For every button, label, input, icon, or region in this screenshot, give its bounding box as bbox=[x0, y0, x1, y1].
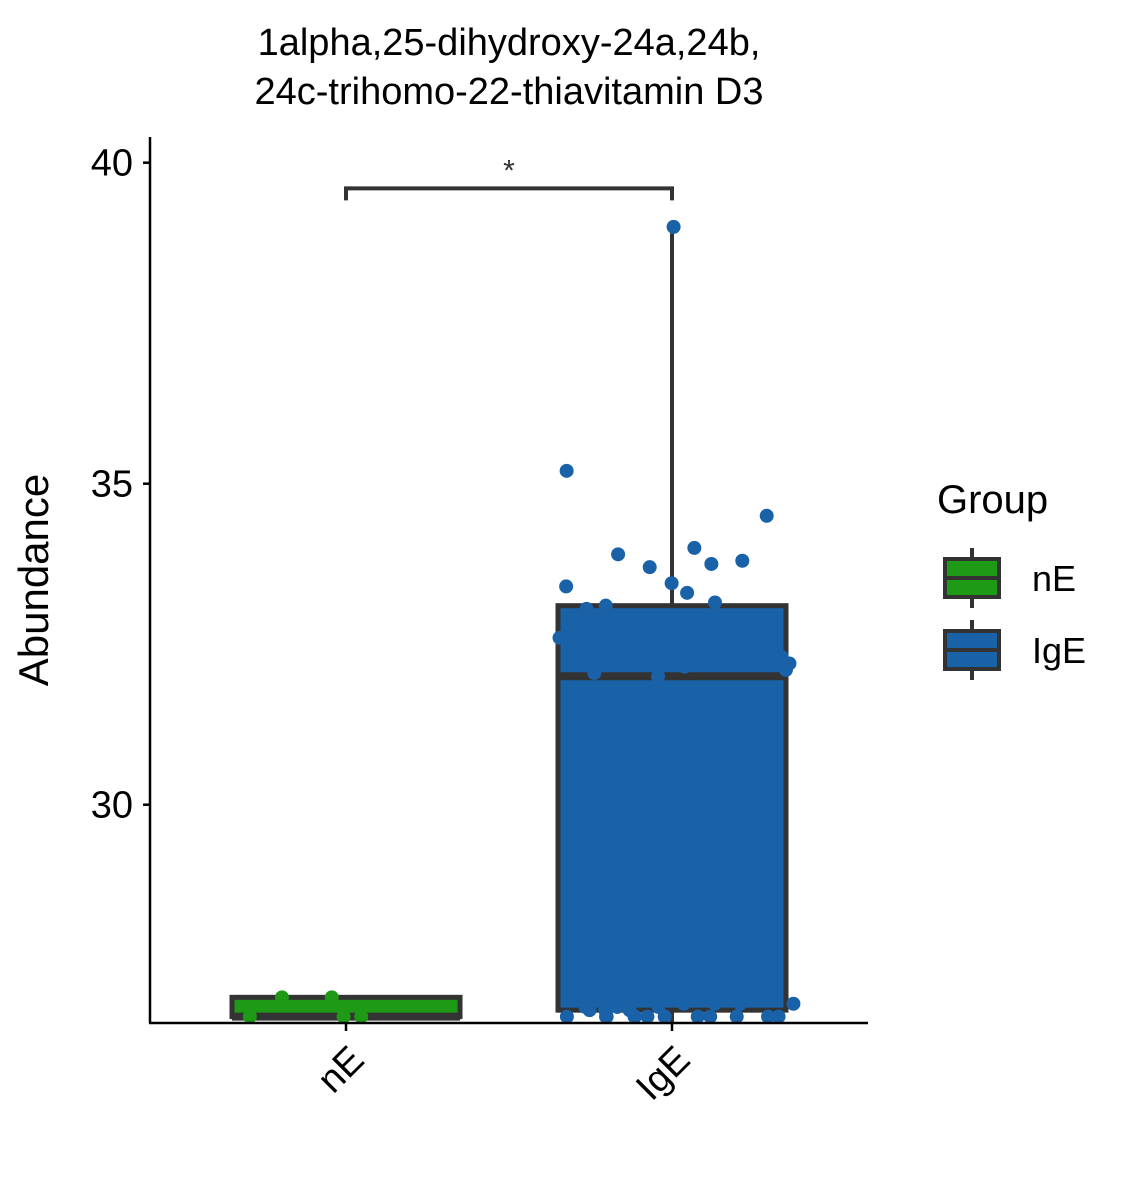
data-point-ige bbox=[570, 653, 585, 668]
data-point-ige bbox=[677, 659, 692, 674]
data-point-ige bbox=[707, 996, 722, 1011]
legend-item-ige: IgE bbox=[943, 620, 1086, 680]
data-point-ige bbox=[610, 999, 625, 1014]
significance-bracket bbox=[344, 186, 674, 201]
data-point-ige bbox=[786, 996, 801, 1011]
data-point-ige bbox=[664, 576, 679, 591]
data-point-ige bbox=[598, 598, 613, 613]
data-point-ige bbox=[651, 669, 666, 684]
data-point-ige bbox=[559, 1009, 574, 1024]
x-tick-label: nE bbox=[310, 1039, 373, 1102]
data-point-ige bbox=[552, 630, 567, 645]
box-ige bbox=[555, 603, 789, 1013]
plot-area: * bbox=[229, 154, 801, 1024]
data-point-ige bbox=[707, 595, 722, 610]
data-point-ige bbox=[559, 463, 574, 478]
data-point-ige bbox=[587, 666, 602, 681]
legend-item-ne: nE bbox=[943, 548, 1076, 608]
data-point-ne bbox=[324, 990, 339, 1005]
data-point-ige bbox=[578, 999, 593, 1014]
data-point-ige bbox=[644, 646, 659, 661]
data-point-ige bbox=[599, 1009, 614, 1024]
data-point-ige bbox=[584, 643, 599, 658]
data-point-ige bbox=[761, 1009, 776, 1024]
data-point-ige bbox=[642, 560, 657, 575]
x-tick-label: IgE bbox=[628, 1039, 698, 1109]
y-tick-label: 30 bbox=[91, 785, 133, 827]
data-point-ige bbox=[666, 219, 681, 234]
chart-title: 1alpha,25-dihydroxy-24a,24b, 24c-trihomo… bbox=[255, 22, 764, 113]
data-point-ige bbox=[680, 585, 695, 600]
legend-title: Group bbox=[937, 478, 1048, 522]
significance-label: * bbox=[503, 154, 515, 187]
data-point-ige bbox=[759, 508, 774, 523]
legend: Group nE IgE bbox=[937, 478, 1086, 680]
data-point-ige bbox=[640, 1009, 655, 1024]
data-point-ige bbox=[703, 1009, 718, 1024]
data-point-ige bbox=[579, 601, 594, 616]
chart-title-line-1: 1alpha,25-dihydroxy-24a,24b, bbox=[258, 22, 761, 64]
data-point-ige bbox=[661, 637, 676, 652]
legend-label: IgE bbox=[1032, 630, 1086, 671]
data-point-ne bbox=[336, 1009, 351, 1024]
data-point-ne bbox=[354, 1009, 369, 1024]
data-point-ige bbox=[771, 1009, 786, 1024]
data-point-ige bbox=[611, 547, 626, 562]
data-point-ige bbox=[704, 556, 719, 571]
y-tick-label: 35 bbox=[91, 464, 133, 506]
data-point-ige bbox=[657, 1009, 672, 1024]
chart-title-line-2: 24c-trihomo-22-thiavitamin D3 bbox=[255, 71, 764, 113]
data-point-ne bbox=[274, 990, 289, 1005]
legend-label: nE bbox=[1032, 558, 1076, 599]
data-point-ige bbox=[690, 1009, 705, 1024]
data-point-ige bbox=[559, 579, 574, 594]
y-tick-label: 40 bbox=[91, 143, 133, 185]
data-point-ige bbox=[676, 996, 691, 1011]
data-point-ige bbox=[733, 996, 748, 1011]
y-axis-title: Abundance bbox=[10, 474, 57, 687]
data-point-ige bbox=[627, 1009, 642, 1024]
data-point-ne bbox=[242, 1009, 257, 1024]
data-point-ige bbox=[778, 662, 793, 677]
data-point-ige bbox=[729, 1009, 744, 1024]
data-point-ige bbox=[735, 553, 750, 568]
data-point-ige bbox=[687, 540, 702, 555]
